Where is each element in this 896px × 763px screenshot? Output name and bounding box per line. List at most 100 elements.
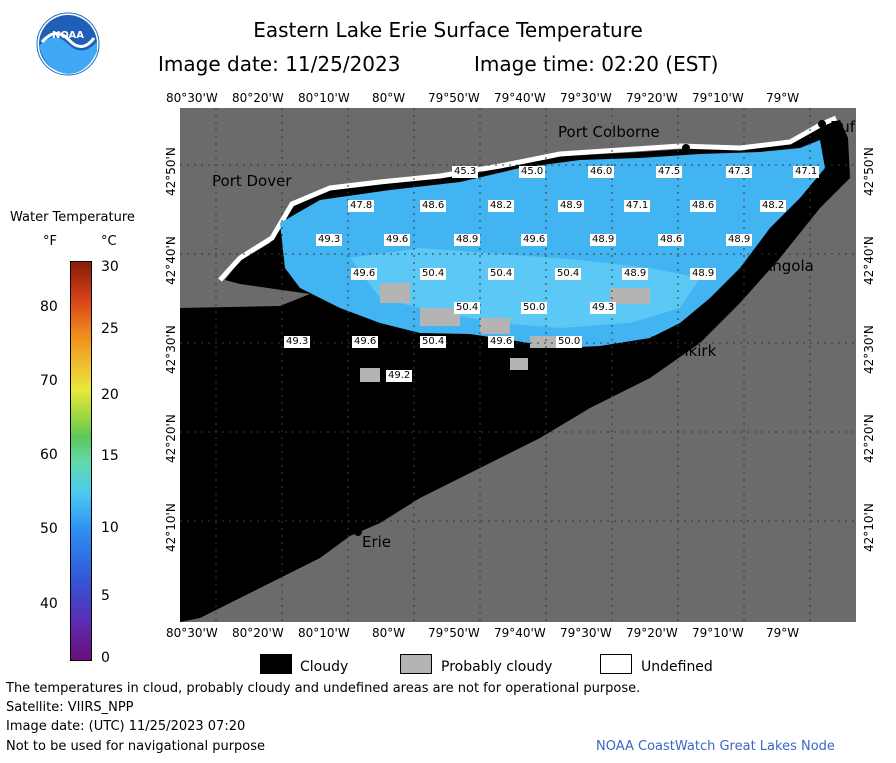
disclaimer: The temperatures in cloud, probably clou… [6,681,641,696]
place-buffalo: Buf [830,118,856,136]
utc-date: Image date: (UTC) 11/25/2023 07:20 [6,719,246,734]
fahrenheit-tick: 60 [40,447,58,463]
lon-tick-top: 79°40'W [494,91,546,105]
lon-tick-top: 80°10'W [298,91,350,105]
lon-tick-bottom: 79°30'W [560,626,612,640]
lon-tick-bottom: 79°40'W [494,626,546,640]
lon-tick-top: 79°50'W [428,91,480,105]
lat-tick-right: 42°40'N [862,236,876,285]
temperature-label: 50.0 [556,336,583,348]
temperature-label: 50.0 [521,302,548,314]
undefined-label: Undefined [641,659,713,675]
svg-text:NOAA: NOAA [52,30,84,41]
lon-tick-top: 80°20'W [232,91,284,105]
lat-tick-left: 42°50'N [164,147,178,196]
cloudy-swatch [260,654,292,674]
lon-tick-bottom: 79°20'W [626,626,678,640]
satellite: Satellite: VIIRS_NPP [6,700,134,715]
celsius-tick: 15 [101,448,119,464]
lon-tick-bottom: 80°20'W [232,626,284,640]
lat-tick-left: 42°10'N [164,503,178,552]
lat-tick-left: 42°40'N [164,236,178,285]
temperature-label: 48.6 [658,234,685,246]
noaa-logo: NOAA [36,12,100,76]
temperature-label: 48.9 [454,234,481,246]
city-markers [354,120,826,536]
temperature-label: 47.5 [656,166,683,178]
fahrenheit-tick: 50 [40,521,58,537]
lon-tick-top: 80°W [372,91,406,105]
lon-tick-bottom: 80°30'W [166,626,218,640]
image-date: Image date: 11/25/2023 [158,52,401,76]
fahrenheit-tick: 70 [40,373,58,389]
temperature-label: 49.6 [351,268,378,280]
temperature-label: 48.2 [488,200,515,212]
place-angola: Angola [762,257,814,275]
temperature-label: 49.3 [284,336,311,348]
celsius-tick: 20 [101,387,119,403]
lon-tick-bottom: 80°10'W [298,626,350,640]
place-erie: Erie [362,533,392,551]
temperature-label: 47.8 [348,200,375,212]
temperature-label: 50.4 [420,336,447,348]
temperature-label: 48.9 [726,234,753,246]
credit: NOAA CoastWatch Great Lakes Node [596,739,835,754]
fahrenheit-tick: 40 [40,596,58,612]
celsius-tick: 5 [101,588,110,604]
celsius-tick: 10 [101,520,119,536]
legend-title: Water Temperature [10,210,135,225]
celsius-tick: 0 [101,650,110,666]
temperature-label: 47.3 [726,166,753,178]
undefined-fringe [218,115,837,282]
nav-warning: Not to be used for navigational purpose [6,739,266,754]
lon-tick-top: 79°30'W [560,91,612,105]
lat-tick-right: 42°50'N [862,147,876,196]
temperature-label: 50.4 [488,268,515,280]
cloudy-label: Cloudy [300,659,349,675]
lon-tick-top: 79°10'W [692,91,744,105]
graticule [180,108,856,622]
place-dunkirk: Dunkirk [658,342,717,360]
temperature-label: 47.1 [793,166,820,178]
fahrenheit-tick: 80 [40,299,58,315]
celsius-tick: 25 [101,321,119,337]
temperature-label: 49.3 [316,234,343,246]
lon-tick-top: 79°20'W [626,91,678,105]
temperature-label: 50.4 [420,268,447,280]
lat-tick-left: 42°20'N [164,414,178,463]
map-title: Eastern Lake Erie Surface Temperature [253,18,643,42]
place-port-colborne: Port Colborne [558,123,660,141]
unit-fahrenheit: °F [43,234,57,249]
lon-tick-bottom: 79°50'W [428,626,480,640]
temperature-label: 48.6 [690,200,717,212]
lat-tick-left: 42°30'N [164,325,178,374]
lat-tick-right: 42°20'N [862,414,876,463]
colorbar [70,261,92,661]
lon-tick-bottom: 79°W [766,626,800,640]
temperature-label: 49.6 [488,336,515,348]
unit-celsius: °C [101,234,117,249]
temperature-label: 49.6 [384,234,411,246]
lon-tick-top: 80°30'W [166,91,218,105]
temperature-label: 49.6 [352,336,379,348]
temperature-label: 48.9 [590,234,617,246]
temperature-label: 45.3 [452,166,479,178]
image-time: Image time: 02:20 (EST) [474,52,719,76]
temperature-label: 50.4 [454,302,481,314]
temperature-label: 49.3 [590,302,617,314]
lon-tick-bottom: 80°W [372,626,406,640]
lon-tick-bottom: 79°10'W [692,626,744,640]
temperature-label: 46.0 [588,166,615,178]
temperature-label: 49.2 [386,370,413,382]
temperature-label: 50.4 [555,268,582,280]
temperature-label: 48.9 [558,200,585,212]
probably-cloudy-swatch [400,654,432,674]
lon-tick-top: 79°W [766,91,800,105]
temperature-label: 48.9 [690,268,717,280]
probably-cloudy-label: Probably cloudy [441,659,553,675]
temperature-label: 48.2 [760,200,787,212]
place-port-dover: Port Dover [212,172,292,190]
undefined-swatch [600,654,632,674]
temperature-label: 45.0 [519,166,546,178]
lat-tick-right: 42°30'N [862,325,876,374]
